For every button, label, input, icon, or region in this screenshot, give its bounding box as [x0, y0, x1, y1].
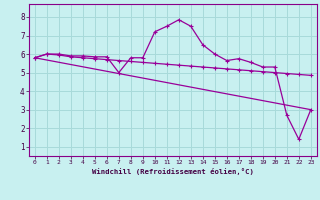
X-axis label: Windchill (Refroidissement éolien,°C): Windchill (Refroidissement éolien,°C) — [92, 168, 254, 175]
